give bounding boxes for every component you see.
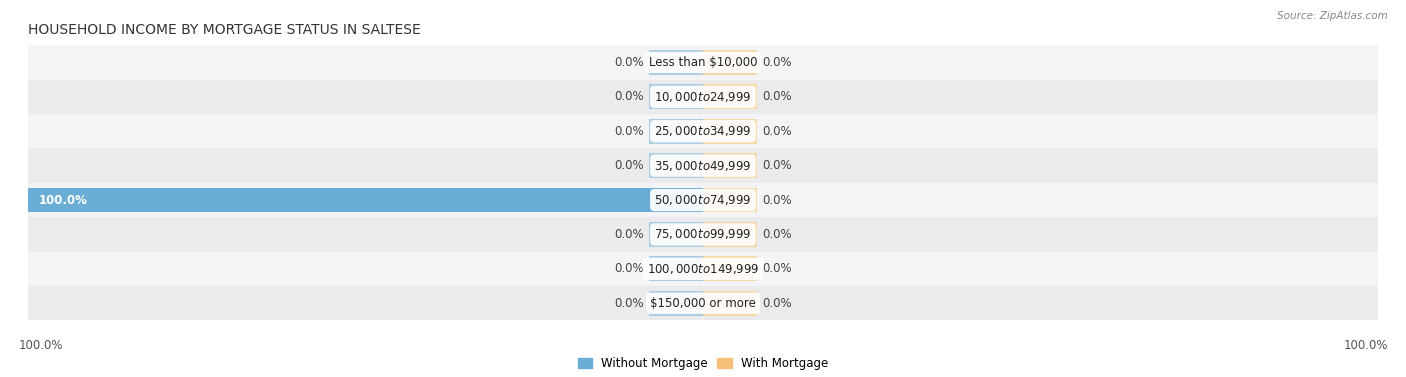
Text: 0.0%: 0.0% bbox=[614, 297, 644, 310]
Bar bbox=[703, 188, 756, 212]
Text: 100.0%: 100.0% bbox=[18, 340, 63, 352]
Bar bbox=[650, 50, 703, 75]
Text: Less than $10,000: Less than $10,000 bbox=[648, 56, 758, 69]
Text: 0.0%: 0.0% bbox=[762, 193, 792, 207]
Bar bbox=[28, 80, 1378, 114]
Bar bbox=[28, 45, 1378, 80]
Text: $10,000 to $24,999: $10,000 to $24,999 bbox=[654, 90, 752, 104]
Bar bbox=[28, 252, 1378, 286]
Text: 0.0%: 0.0% bbox=[762, 125, 792, 138]
Text: HOUSEHOLD INCOME BY MORTGAGE STATUS IN SALTESE: HOUSEHOLD INCOME BY MORTGAGE STATUS IN S… bbox=[28, 23, 420, 37]
Text: 0.0%: 0.0% bbox=[614, 228, 644, 241]
Text: 0.0%: 0.0% bbox=[614, 56, 644, 69]
Bar bbox=[28, 217, 1378, 252]
Text: $50,000 to $74,999: $50,000 to $74,999 bbox=[654, 193, 752, 207]
Text: 0.0%: 0.0% bbox=[762, 262, 792, 275]
Text: 0.0%: 0.0% bbox=[614, 90, 644, 103]
Text: Source: ZipAtlas.com: Source: ZipAtlas.com bbox=[1277, 11, 1388, 21]
Bar bbox=[703, 222, 756, 247]
Bar bbox=[28, 149, 1378, 183]
Text: 0.0%: 0.0% bbox=[614, 125, 644, 138]
Text: 0.0%: 0.0% bbox=[614, 159, 644, 172]
Text: $25,000 to $34,999: $25,000 to $34,999 bbox=[654, 124, 752, 138]
Legend: Without Mortgage, With Mortgage: Without Mortgage, With Mortgage bbox=[574, 352, 832, 375]
Bar bbox=[703, 84, 756, 109]
Text: 100.0%: 100.0% bbox=[38, 193, 87, 207]
Bar bbox=[703, 50, 756, 75]
Bar bbox=[703, 291, 756, 316]
Bar bbox=[650, 291, 703, 316]
Text: 0.0%: 0.0% bbox=[614, 262, 644, 275]
Text: 0.0%: 0.0% bbox=[762, 228, 792, 241]
Text: $35,000 to $49,999: $35,000 to $49,999 bbox=[654, 159, 752, 173]
Bar bbox=[650, 222, 703, 247]
Text: 0.0%: 0.0% bbox=[762, 297, 792, 310]
Bar bbox=[650, 119, 703, 144]
Bar bbox=[28, 114, 1378, 149]
Bar bbox=[28, 286, 1378, 320]
Text: $150,000 or more: $150,000 or more bbox=[650, 297, 756, 310]
Bar bbox=[28, 188, 703, 212]
Text: 0.0%: 0.0% bbox=[762, 56, 792, 69]
Bar bbox=[703, 119, 756, 144]
Bar bbox=[28, 183, 1378, 217]
Bar bbox=[650, 153, 703, 178]
Text: 100.0%: 100.0% bbox=[1343, 340, 1388, 352]
Text: 0.0%: 0.0% bbox=[762, 159, 792, 172]
Bar bbox=[650, 84, 703, 109]
Text: $75,000 to $99,999: $75,000 to $99,999 bbox=[654, 227, 752, 241]
Text: 0.0%: 0.0% bbox=[762, 90, 792, 103]
Bar bbox=[650, 256, 703, 281]
Text: $100,000 to $149,999: $100,000 to $149,999 bbox=[647, 262, 759, 276]
Bar bbox=[703, 153, 756, 178]
Bar bbox=[703, 256, 756, 281]
